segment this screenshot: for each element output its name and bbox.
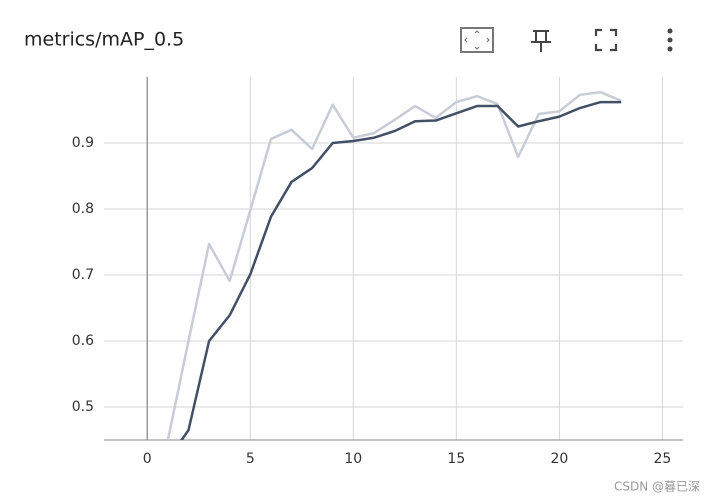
- y-tick-label: 0.6: [72, 333, 94, 349]
- watermark: CSDN @暮已深: [614, 480, 700, 494]
- fullscreen-icon[interactable]: [594, 28, 618, 52]
- y-tick-label: 0.5: [72, 399, 94, 415]
- menu-icon[interactable]: [667, 28, 673, 52]
- x-tick-label: 5: [246, 451, 255, 467]
- series-line: [166, 90, 622, 440]
- x-tick-label: 10: [344, 451, 362, 467]
- y-tick-label: 0.8: [72, 201, 94, 217]
- fit-icon[interactable]: [460, 27, 494, 53]
- pin-icon[interactable]: [531, 30, 551, 52]
- x-tick-label: 25: [653, 451, 671, 467]
- x-tick-label: 15: [447, 451, 465, 467]
- x-tick-label: 0: [143, 451, 152, 467]
- y-tick-label: 0.9: [72, 135, 94, 151]
- y-tick-label: 0.7: [72, 267, 94, 283]
- chart-title: metrics/mAP_0.5: [24, 29, 184, 51]
- series-line: [180, 100, 622, 440]
- plot-area: [166, 90, 622, 440]
- x-tick-label: 20: [550, 451, 568, 467]
